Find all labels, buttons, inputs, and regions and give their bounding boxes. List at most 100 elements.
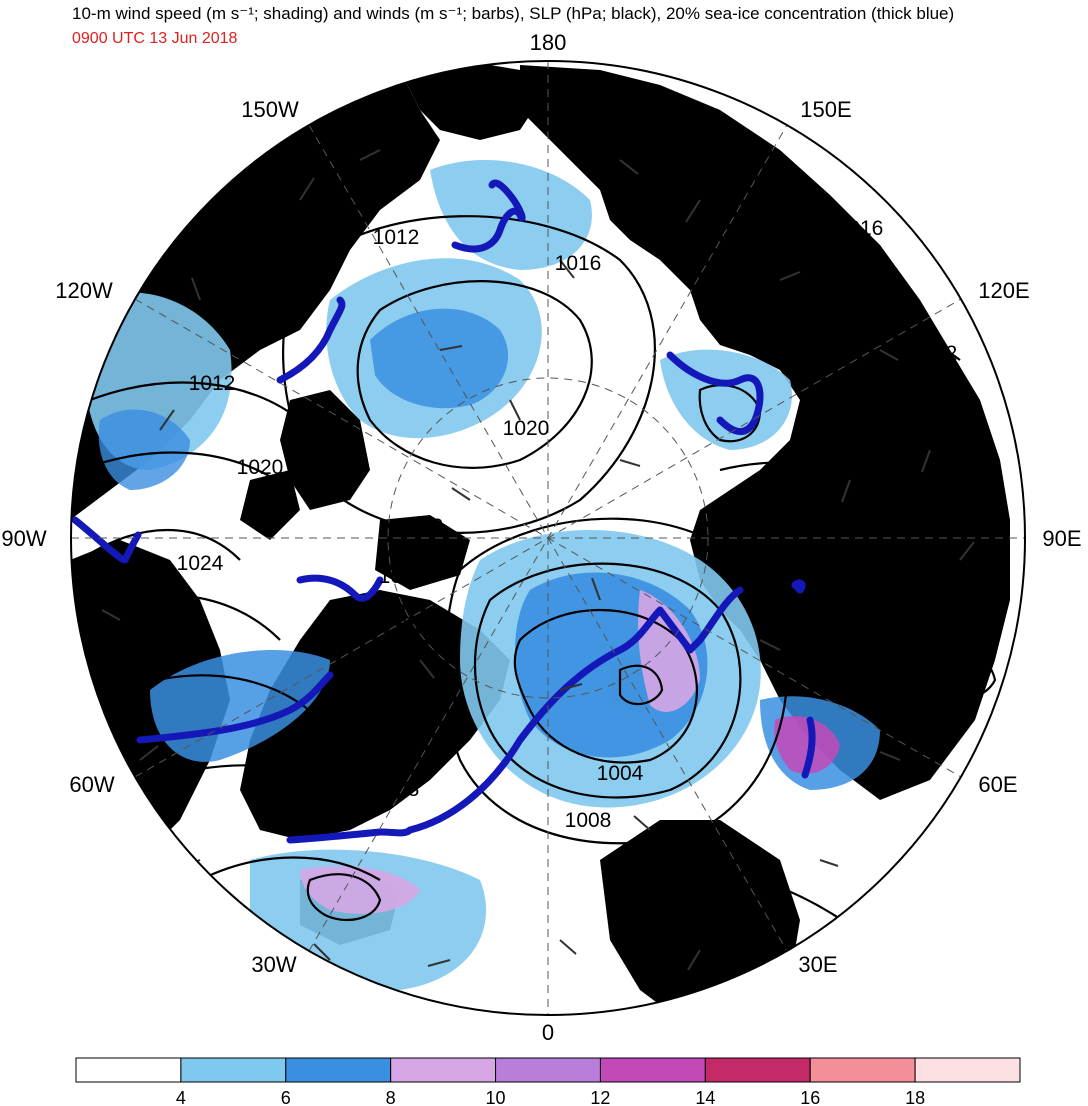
land-island-a [375, 515, 470, 590]
wind-barb [451, 487, 471, 501]
map-boundary [70, 60, 1026, 1016]
graticule [71, 61, 1025, 1015]
lon-label: 30E [798, 952, 837, 977]
wind-barb [959, 541, 975, 561]
wind-barb [685, 199, 701, 223]
wind-barb [619, 459, 641, 467]
wind-barb [313, 943, 331, 961]
isobar [764, 515, 822, 581]
lon-label: 120W [55, 278, 113, 303]
lon-label: 150E [800, 97, 851, 122]
colorbar-bin [599, 1057, 706, 1083]
wind-barb [921, 449, 931, 473]
wind-barb [559, 939, 577, 955]
lon-label: 180 [530, 30, 567, 55]
slp-label: 1024 [177, 552, 224, 575]
wind-barb [191, 277, 201, 301]
colorbar-bin [285, 1057, 392, 1083]
ice-edge-hudson [71, 516, 142, 564]
isobar [513, 608, 698, 764]
wind-barb [779, 271, 801, 281]
wind-barb [299, 177, 315, 201]
colorbar-bin [390, 1057, 497, 1083]
wind-barb [879, 349, 899, 361]
wind-barb [591, 577, 601, 601]
slp-label: 1020 [503, 417, 550, 440]
isobar [473, 562, 742, 799]
slp-label: 1012 [399, 612, 446, 635]
ice-edge-kara [791, 579, 806, 594]
colorbar-tick-label: 18 [905, 1088, 925, 1106]
latitude-circle-80n [387, 377, 709, 699]
colorbar-tick-label: 12 [590, 1088, 610, 1106]
slp-label: 1016 [555, 252, 602, 275]
slp-label: 1008 [373, 778, 420, 801]
isobar [928, 645, 997, 700]
land-chukotka [400, 61, 540, 140]
wind-band-iceland-core [300, 866, 420, 914]
wind-barb [819, 859, 839, 867]
isobar [129, 764, 381, 811]
wind-barb [509, 399, 521, 421]
colorbar-bin [495, 1057, 601, 1083]
wind-barb [559, 259, 575, 279]
slp-label: 1016 [379, 565, 426, 588]
wind-barb [619, 159, 639, 175]
slp-label: 1020 [397, 515, 444, 538]
wind-band-north-pacific-shelf [98, 409, 190, 490]
wind-barb [427, 959, 451, 967]
land-eurasia [520, 65, 1010, 800]
slp-label: 1008 [287, 744, 334, 767]
isobar [698, 384, 762, 443]
isobar [306, 873, 382, 922]
wind-barb [439, 345, 463, 351]
slp-label: 1008 [565, 809, 612, 832]
lon-label: 30W [251, 952, 296, 977]
wind-band-barents-core [774, 716, 840, 774]
colorbar-bin [914, 1057, 1021, 1083]
valid-time-label: 0900 UTC 13 Jun 2018 [72, 30, 238, 47]
lon-label: 90W [1, 526, 46, 551]
colorbar-tick-label: 14 [695, 1088, 715, 1106]
colorbar-tick-label: 10 [486, 1088, 506, 1106]
colorbar-bin [180, 1057, 287, 1083]
colorbar-tick-label: 4 [176, 1088, 186, 1106]
slp-label: 1012 [189, 372, 236, 395]
slp-labels: 1012 1016 1016 1016 1012 1012 1020 1020 … [177, 217, 958, 832]
isobar [79, 594, 281, 641]
wind-barb [101, 609, 121, 621]
land-greenland [240, 590, 510, 840]
ice-edge-east-greenland [286, 826, 414, 844]
colorbar: 4 6 8 10 12 14 16 18 [75, 1057, 1021, 1106]
lon-label: 150W [241, 97, 299, 122]
slp-label: 1012 [823, 542, 870, 565]
colorbar-bin [75, 1057, 182, 1083]
wind-barb [159, 409, 175, 431]
colorbar-bin [704, 1057, 811, 1083]
colorbar-tick-label: 6 [281, 1088, 291, 1106]
isobar [356, 280, 593, 469]
ice-edge-beaufort [276, 296, 346, 384]
isobar [443, 517, 788, 845]
wind-barb [359, 149, 381, 161]
slp-label: 1016 [837, 217, 884, 240]
wind-barb [559, 683, 583, 691]
ice-edge-barents [801, 716, 816, 779]
land-novaya-zemlya [760, 520, 820, 615]
longitude-labels: 180 150E 120E 90E 60E 30E 0 30W 60W 90W … [1, 30, 1081, 1045]
lon-label: 0 [542, 1020, 554, 1045]
ice-edge-baffin [296, 574, 384, 602]
wind-barb [687, 949, 701, 971]
colorbar-tick-label: 16 [800, 1088, 820, 1106]
colorbar-bins [75, 1057, 1021, 1083]
wind-barb [841, 479, 851, 503]
isobar [755, 218, 842, 288]
wind-band-beaufort-inner [370, 308, 509, 409]
wind-barb [759, 639, 781, 651]
ice-edge-chukchi [451, 179, 526, 253]
lon-label: 60W [69, 772, 114, 797]
slp-label: 1020 [237, 456, 284, 479]
lon-label: 90E [1042, 526, 1081, 551]
wind-barb [139, 745, 159, 761]
